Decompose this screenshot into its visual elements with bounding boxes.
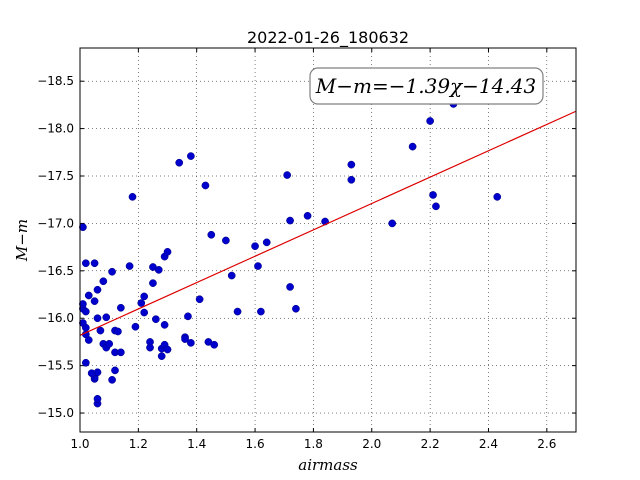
data-point bbox=[207, 230, 216, 239]
data-point bbox=[93, 314, 102, 323]
data-point bbox=[292, 304, 300, 313]
data-point bbox=[79, 300, 87, 308]
x-tick-label: 1.6 bbox=[246, 437, 265, 451]
data-point bbox=[227, 271, 236, 280]
data-point bbox=[286, 216, 294, 225]
data-point bbox=[187, 152, 195, 160]
data-point bbox=[283, 171, 292, 179]
y-axis-ticks: −15.0 −15.5 −16.0 −16.5 −17.0 −17.5 −18.0 −18.5 bbox=[37, 74, 576, 420]
data-point bbox=[149, 279, 157, 287]
data-point bbox=[140, 308, 149, 317]
data-point bbox=[81, 307, 90, 316]
data-point bbox=[233, 307, 242, 316]
x-tick-label: 1.8 bbox=[304, 437, 323, 451]
data-point bbox=[116, 303, 125, 312]
y-tick-label: −15.5 bbox=[37, 359, 74, 373]
data-point bbox=[154, 266, 163, 274]
plot-frame bbox=[79, 47, 577, 433]
y-tick-label: −16.5 bbox=[37, 264, 74, 278]
data-point bbox=[257, 307, 265, 316]
data-point bbox=[93, 394, 102, 403]
data-point bbox=[347, 175, 356, 184]
data-point bbox=[114, 327, 122, 336]
data-point bbox=[163, 248, 172, 256]
plot-area bbox=[80, 48, 576, 432]
y-tick-label: −15.0 bbox=[37, 406, 74, 420]
data-point bbox=[137, 299, 146, 307]
x-tick-label: 1.2 bbox=[129, 437, 148, 451]
data-point bbox=[222, 236, 230, 245]
x-axis-label: airmass bbox=[298, 456, 358, 474]
y-tick-label: −17.5 bbox=[37, 169, 74, 183]
x-tick-label: 1.4 bbox=[187, 437, 206, 451]
fit-line bbox=[79, 110, 577, 336]
data-point bbox=[195, 295, 204, 304]
data-point bbox=[426, 117, 434, 125]
data-point bbox=[184, 312, 192, 321]
data-point bbox=[93, 285, 102, 294]
data-point bbox=[251, 242, 259, 251]
data-point bbox=[493, 193, 502, 201]
y-tick-label: −17.0 bbox=[37, 216, 74, 230]
data-point bbox=[432, 202, 440, 211]
data-point bbox=[160, 321, 169, 329]
data-point bbox=[254, 262, 262, 270]
data-point bbox=[181, 335, 189, 343]
x-tick-label: 2.6 bbox=[537, 437, 556, 451]
data-point bbox=[81, 358, 90, 367]
x-tick-label: 2.0 bbox=[362, 437, 381, 451]
data-point bbox=[90, 259, 99, 268]
y-tick-label: −18.0 bbox=[37, 122, 74, 136]
fit-annotation: M−m=−1.39χ−14.43 bbox=[309, 67, 544, 105]
chart-title: 2022-01-26_180632 bbox=[247, 28, 409, 48]
data-point bbox=[108, 376, 116, 384]
x-tick-label: 2.2 bbox=[421, 437, 440, 451]
data-point bbox=[128, 193, 137, 201]
data-point bbox=[286, 283, 294, 291]
data-point bbox=[116, 348, 125, 357]
x-axis-ticks: 1.0 1.2 1.4 1.6 1.8 2.0 2.2 2.4 2.6 bbox=[70, 48, 556, 451]
data-point bbox=[429, 191, 437, 199]
data-point bbox=[187, 339, 195, 347]
data-point bbox=[99, 277, 108, 286]
data-point bbox=[210, 340, 219, 349]
data-point bbox=[262, 238, 271, 247]
data-point bbox=[131, 322, 140, 331]
data-point bbox=[303, 211, 312, 220]
data-point bbox=[157, 352, 166, 360]
data-point bbox=[90, 297, 99, 306]
y-tick-label: −18.5 bbox=[37, 74, 74, 88]
data-points bbox=[79, 81, 502, 408]
data-point bbox=[111, 366, 119, 375]
annotation-box bbox=[309, 67, 544, 105]
data-point bbox=[108, 267, 116, 276]
data-point bbox=[125, 262, 134, 270]
data-point bbox=[201, 181, 210, 190]
data-point bbox=[105, 339, 114, 348]
data-point bbox=[175, 158, 184, 167]
data-point bbox=[146, 343, 154, 352]
x-tick-label: 2.4 bbox=[479, 437, 498, 451]
data-point bbox=[96, 326, 105, 335]
x-tick-label: 1.0 bbox=[70, 437, 89, 451]
data-point bbox=[347, 160, 356, 169]
data-point bbox=[140, 292, 149, 301]
annotation-text: M−m=−1.39χ−14.43 bbox=[315, 74, 536, 98]
data-point bbox=[388, 219, 397, 228]
data-point bbox=[79, 223, 87, 232]
data-point bbox=[163, 345, 172, 354]
data-point bbox=[87, 369, 96, 378]
data-point bbox=[152, 315, 160, 324]
data-point bbox=[102, 313, 111, 322]
y-tick-label: −16.0 bbox=[37, 311, 74, 325]
y-axis-label: M−m bbox=[13, 219, 31, 262]
data-point bbox=[79, 319, 87, 327]
data-point bbox=[84, 291, 93, 300]
data-point bbox=[408, 142, 417, 151]
data-point bbox=[81, 259, 90, 268]
